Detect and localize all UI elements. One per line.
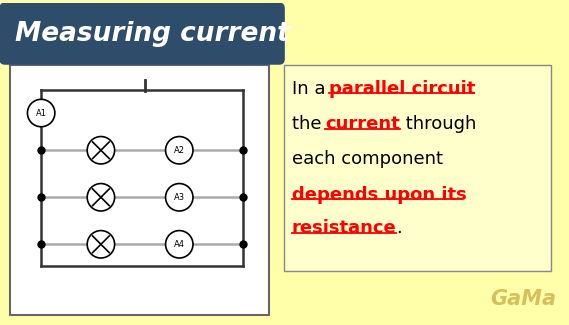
Text: each component: each component [292,150,443,168]
Text: parallel circuit: parallel circuit [329,80,476,98]
FancyBboxPatch shape [10,65,269,315]
Circle shape [166,136,193,164]
Text: resistance: resistance [292,219,397,237]
Text: In a: In a [292,80,331,98]
Circle shape [87,230,114,258]
Circle shape [87,184,114,211]
Text: current: current [325,115,400,133]
Circle shape [166,230,193,258]
Text: through: through [399,115,476,133]
FancyBboxPatch shape [284,65,551,271]
Text: A4: A4 [174,240,185,249]
Circle shape [87,136,114,164]
FancyBboxPatch shape [0,3,284,64]
Text: .: . [396,219,402,237]
Text: A3: A3 [174,193,185,202]
Text: GaMa: GaMa [490,289,556,309]
Text: A1: A1 [36,109,47,118]
Text: depends upon its: depends upon its [292,186,467,203]
Circle shape [27,99,55,127]
Text: A2: A2 [174,146,185,155]
Text: Measuring current: Measuring current [15,21,290,47]
Text: the: the [292,115,327,133]
Circle shape [166,184,193,211]
